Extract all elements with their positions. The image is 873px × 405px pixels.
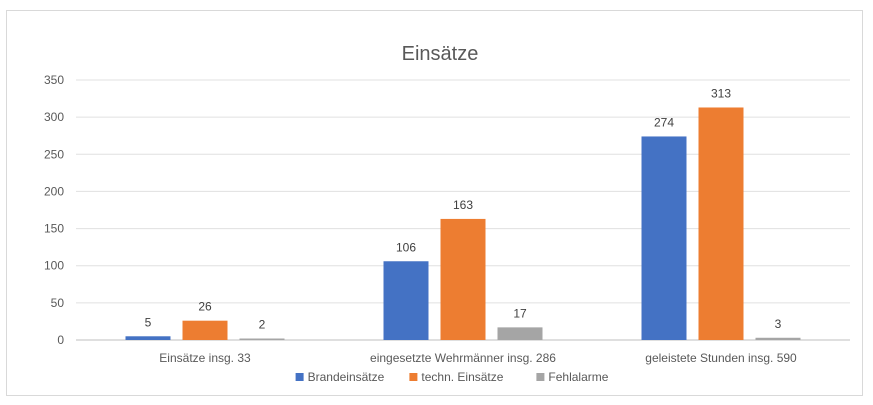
- legend-swatch: [536, 373, 545, 381]
- bar: [239, 338, 285, 340]
- category-labels: Einsätze insg. 33 eingesetzte Wehrmänner …: [159, 351, 797, 365]
- y-tick-label: 50: [51, 296, 65, 310]
- bar: [383, 261, 429, 340]
- data-label: 163: [453, 198, 473, 212]
- bar: [497, 327, 543, 340]
- y-axis-ticks: 0 50 100 150 200 250 300 350: [44, 73, 64, 347]
- legend-label: Fehlalarme: [548, 370, 608, 384]
- bar: [641, 136, 687, 340]
- chart-title: Einsätze: [402, 43, 479, 65]
- y-tick-label: 200: [44, 184, 64, 198]
- bar: [755, 337, 801, 340]
- category-label: Einsätze insg. 33: [159, 351, 251, 365]
- y-tick-label: 0: [57, 333, 64, 347]
- data-label: 26: [198, 300, 212, 314]
- legend-label: Brandeinsätze: [308, 370, 385, 384]
- legend-swatch: [295, 373, 304, 381]
- bar: [182, 320, 228, 340]
- data-label: 17: [513, 306, 527, 320]
- legend: Brandeinsätze techn. Einsätze Fehlalarme: [295, 370, 609, 384]
- category-label: eingesetzte Wehrmänner insg. 286: [370, 351, 556, 365]
- category-label: geleistete Stunden insg. 590: [645, 351, 797, 365]
- data-label: 5: [145, 315, 152, 329]
- legend-label: techn. Einsätze: [421, 370, 503, 384]
- bars: [125, 107, 801, 340]
- legend-swatch: [409, 373, 418, 381]
- y-tick-label: 100: [44, 259, 64, 273]
- data-label: 106: [396, 240, 416, 254]
- y-tick-label: 150: [44, 222, 64, 236]
- data-label: 274: [654, 115, 674, 129]
- data-label: 313: [711, 86, 731, 100]
- data-labels: 5 26 2 106 163 17 274 313 3: [145, 86, 782, 331]
- data-label: 3: [775, 317, 782, 331]
- data-label: 2: [259, 318, 266, 332]
- bar: [125, 336, 171, 340]
- y-tick-label: 350: [44, 73, 64, 87]
- bar: [698, 107, 744, 340]
- y-tick-label: 250: [44, 147, 64, 161]
- bar: [440, 218, 486, 340]
- y-tick-label: 300: [44, 110, 64, 124]
